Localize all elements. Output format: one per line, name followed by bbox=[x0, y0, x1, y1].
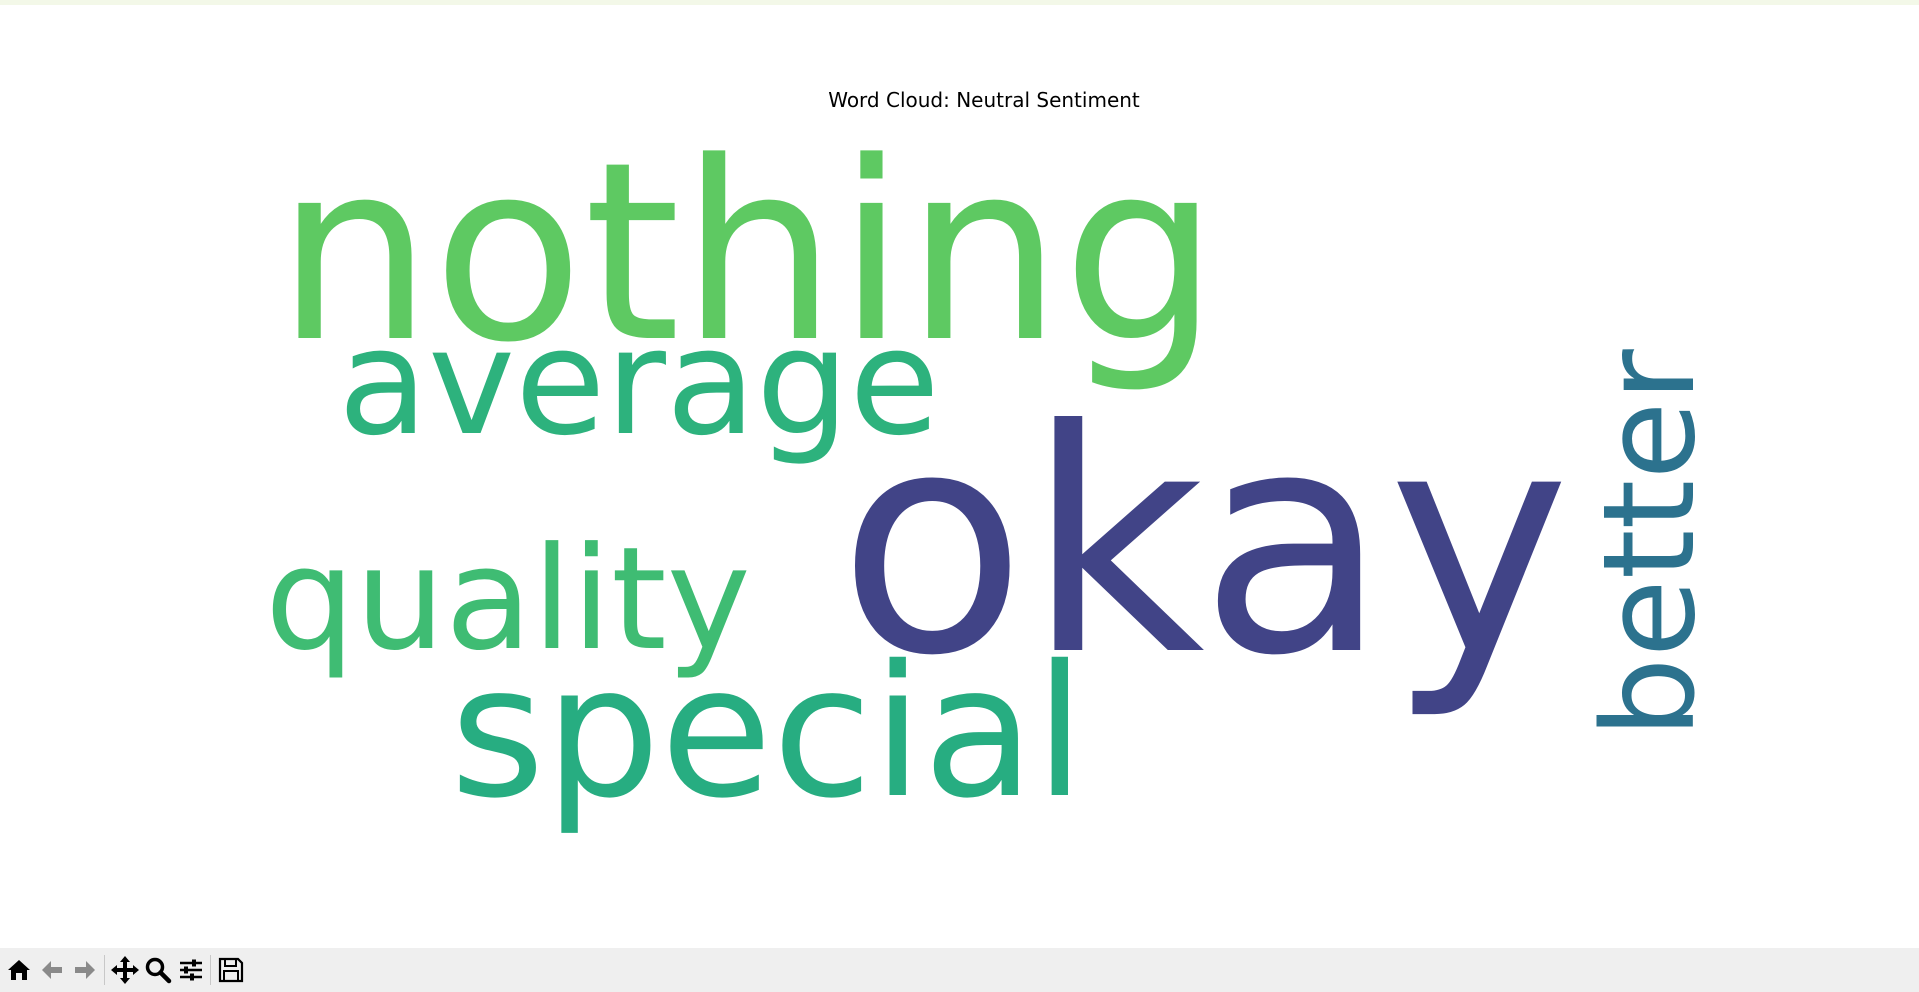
figure-canvas bbox=[0, 5, 1919, 948]
home-button[interactable] bbox=[2, 952, 35, 988]
sliders-icon bbox=[179, 959, 202, 981]
window-top-strip bbox=[0, 0, 1919, 5]
toolbar-separator bbox=[210, 955, 211, 985]
back-button[interactable] bbox=[35, 952, 68, 988]
floppy-disk-icon bbox=[218, 957, 243, 983]
configure-subplots-button[interactable] bbox=[174, 952, 207, 988]
arrow-right-icon bbox=[74, 961, 95, 979]
chart-title: Word Cloud: Neutral Sentiment bbox=[828, 88, 1140, 112]
home-icon bbox=[7, 960, 30, 980]
word-special: special bbox=[450, 626, 1085, 838]
navigation-toolbar bbox=[0, 948, 1919, 992]
zoom-button[interactable] bbox=[141, 952, 174, 988]
word-cloud: nothing average quality special okay bet… bbox=[265, 110, 1723, 838]
save-button[interactable] bbox=[214, 952, 247, 988]
arrow-left-icon bbox=[41, 961, 62, 979]
word-average: average bbox=[338, 297, 940, 468]
toolbar-separator bbox=[104, 955, 105, 985]
magnifier-icon bbox=[145, 957, 171, 984]
word-nothing: nothing bbox=[276, 110, 1219, 397]
word-quality: quality bbox=[265, 517, 751, 682]
move-icon bbox=[110, 956, 139, 984]
forward-button[interactable] bbox=[68, 952, 101, 988]
pan-button[interactable] bbox=[108, 952, 141, 988]
word-okay: okay bbox=[838, 364, 1570, 723]
word-better: better bbox=[1575, 349, 1723, 738]
